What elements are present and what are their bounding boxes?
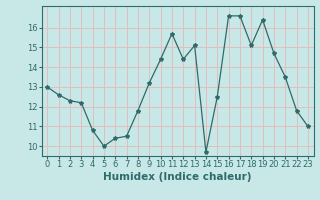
X-axis label: Humidex (Indice chaleur): Humidex (Indice chaleur)	[103, 172, 252, 182]
